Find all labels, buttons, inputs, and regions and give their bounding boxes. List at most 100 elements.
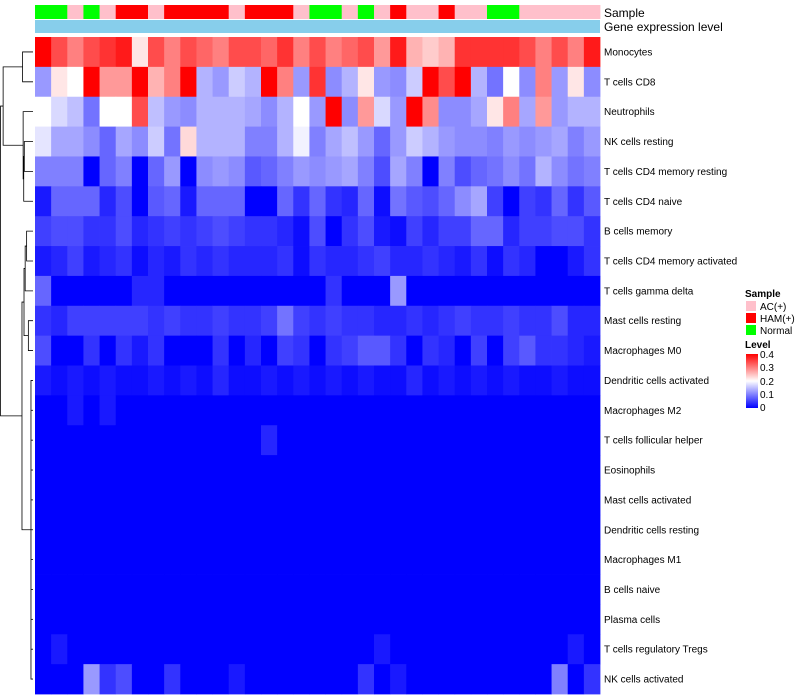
heatmap-cell [293,425,310,456]
heatmap-cell [519,156,536,187]
heatmap-cell [83,425,100,456]
heatmap-cell [390,395,407,426]
heatmap-cell [503,186,520,217]
heatmap-cell [551,335,569,366]
heatmap-cell [583,604,601,635]
heatmap-cell [487,126,504,157]
heatmap-cell [325,66,343,98]
heatmap-cell [422,66,439,98]
heatmap-cell [228,395,246,426]
heatmap-cell [35,126,52,157]
heatmap-cell [567,544,585,575]
heatmap-cell [67,365,84,396]
heatmap-cell [438,365,456,396]
heatmap-cell [261,37,278,68]
heatmap-cell [583,484,601,516]
heatmap-cell [422,544,439,575]
heatmap-cell [115,335,133,366]
heatmap-cell [309,37,326,68]
heatmap-cell [454,186,472,217]
heatmap-cell [454,335,472,366]
heatmap-cell [309,335,326,366]
heatmap-cell [341,484,359,516]
heatmap-cell [277,275,294,307]
heatmap-cell [99,96,117,127]
heatmap-cell [325,156,343,187]
heatmap-cell [83,634,100,665]
heatmap-cell [551,544,569,575]
heatmap-cell [131,66,149,98]
heatmap-cell [503,544,520,575]
heatmap-cell [212,574,230,605]
heatmap-cell [438,574,456,605]
legend-label-ac: AC(+) [760,302,786,313]
heatmap-cell [422,216,439,247]
heatmap-cell [35,634,52,665]
heatmap-cell [535,216,552,247]
heatmap-cell [293,395,310,426]
sample-annotation-cell [180,5,197,19]
heatmap-cell [309,96,326,127]
heatmap-cell [180,574,197,605]
heatmap-cell [277,156,294,187]
heatmap-cell [374,246,391,277]
heatmap-cell [390,96,407,127]
heatmap-cell [244,425,262,456]
legend-label-ham: HAM(+) [760,314,795,325]
heatmap-cell [51,246,68,277]
dendrogram-branch [23,268,29,337]
heatmap-cell [406,484,423,516]
heatmap-cell [325,37,343,68]
heatmap-cell [261,395,278,426]
heatmap-cell [99,305,117,337]
heatmap-cell [519,186,536,217]
heatmap-cell [535,634,552,665]
heatmap-cell [83,604,100,635]
heatmap-cell [131,484,149,516]
heatmap-cell [325,305,343,337]
heatmap-cell [293,96,310,127]
heatmap-cell [148,335,165,366]
heatmap-cell [99,604,117,635]
sample-legend: Sample AC(+) HAM(+) Normal [745,289,795,337]
heatmap-cell [390,544,407,575]
heatmap-cell [374,664,391,695]
heatmap-cell [293,216,310,247]
heatmap-cell [422,37,439,68]
heatmap-cell [51,455,68,486]
heatmap-cell [535,37,552,68]
heatmap-cell [341,275,359,307]
heatmap-cell [99,514,117,546]
heatmap-cell [341,305,359,337]
heatmap-cell [309,544,326,575]
heatmap-cell [277,634,294,665]
heatmap-cell [422,574,439,605]
heatmap-cell [325,514,343,546]
heatmap-cell [503,395,520,426]
heatmap-cell [115,216,133,247]
heatmap-cell [551,455,569,486]
heatmap-cell [244,634,262,665]
heatmap-cell [148,574,165,605]
heatmap-cell [406,66,423,98]
heatmap-cell [99,37,117,68]
heatmap-cell [422,365,439,396]
heatmap-cell [164,455,181,486]
heatmap-cell [35,455,52,486]
heatmap-cell [99,365,117,396]
heatmap-cell [228,37,246,68]
dendrogram-branch [2,66,24,146]
heatmap-cell [244,335,262,366]
heatmap-cell [196,37,213,68]
heatmap-cell [422,275,439,307]
heatmap-cell [261,126,278,157]
heatmap-cell [309,365,326,396]
heatmap-cell [535,544,552,575]
heatmap-cell [196,484,213,516]
heatmap-cell [551,126,569,157]
heatmap-cell [374,335,391,366]
heatmap-cell [261,664,278,695]
heatmap-cell [180,246,197,277]
heatmap-cell [164,335,181,366]
level-tick-0-2: 0.2 [760,377,774,388]
